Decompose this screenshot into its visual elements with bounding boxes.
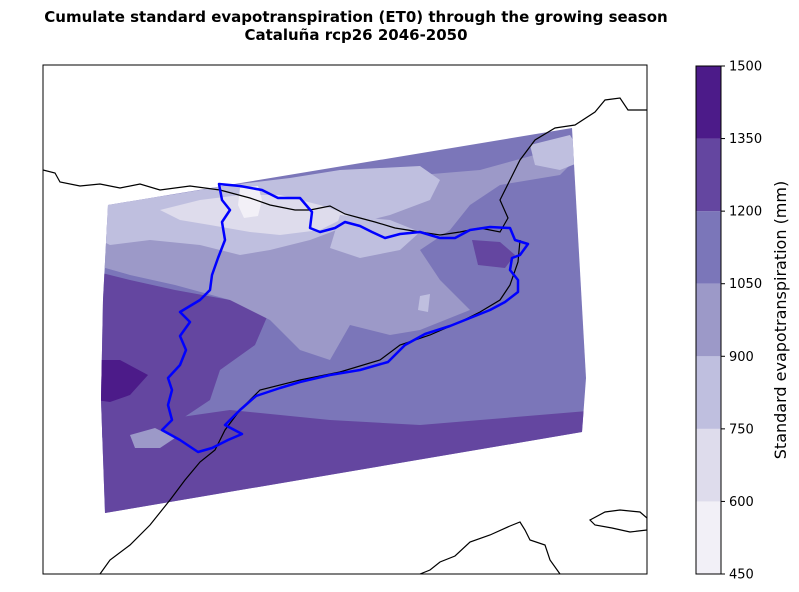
colorbar-segment <box>696 211 721 284</box>
contour-band <box>101 270 270 440</box>
contour-band <box>330 215 420 258</box>
contour-band <box>238 186 262 218</box>
map-area <box>43 97 647 574</box>
colorbar-segment <box>696 356 721 429</box>
colorbar-label: Standard evapotranspiration (mm) <box>771 181 790 459</box>
et0-contour-field <box>101 128 586 513</box>
colorbar-tick-label: 600 <box>729 495 754 510</box>
colorbar-segment <box>696 501 721 574</box>
chart-title: Cumulate standard evapotranspiration (ET… <box>44 8 668 26</box>
contour-band <box>101 410 586 513</box>
coastline <box>43 97 647 236</box>
contour-band <box>418 294 430 312</box>
coastline <box>419 521 561 574</box>
colorbar-tick-label: 900 <box>729 350 754 365</box>
contour-band <box>101 360 148 402</box>
colorbar-tick-label: 750 <box>729 422 754 437</box>
colorbar-tick-label: 450 <box>729 568 754 583</box>
colorbar-frame <box>695 65 722 575</box>
contour-band <box>130 428 175 448</box>
colorbar-segment <box>696 66 721 139</box>
coastline <box>589 509 647 533</box>
colorbar-segment <box>696 428 721 502</box>
colorbar-segment <box>696 138 721 212</box>
colorbar-tick-label: 1200 <box>729 205 762 220</box>
colorbar-tick-label: 1500 <box>729 60 762 75</box>
contour-band <box>472 240 515 268</box>
colorbar-segment <box>696 283 721 357</box>
coastline <box>99 239 521 574</box>
map-frame <box>42 64 648 575</box>
chart-subtitle: Cataluña rcp26 2046-2050 <box>244 26 468 44</box>
colorbar-tick-label: 1350 <box>729 132 762 147</box>
colorbar-tick-label: 1050 <box>729 277 762 292</box>
colorbar: 450 600 750 900 1050 1200 1350 1500 <box>695 60 762 583</box>
cataluna-boundary <box>160 182 530 454</box>
contour-band <box>530 135 585 170</box>
